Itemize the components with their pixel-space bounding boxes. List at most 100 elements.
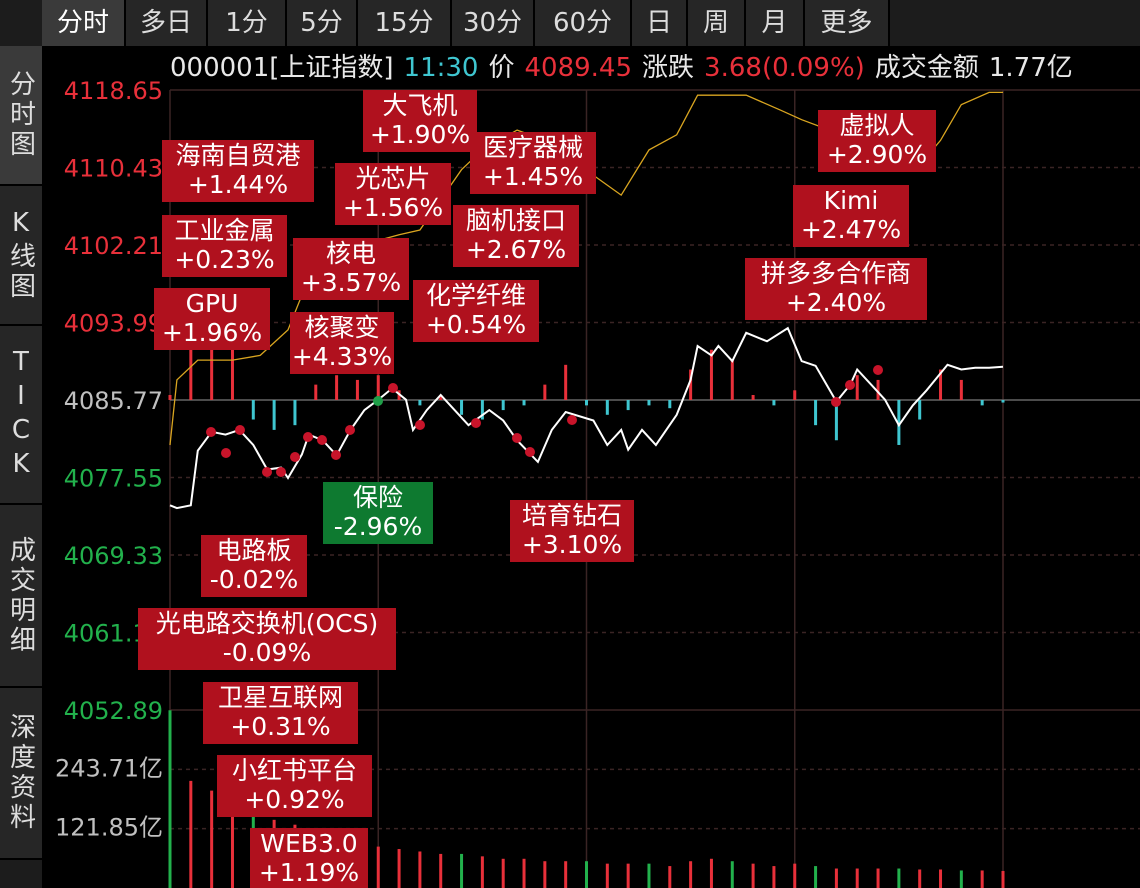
annotation-box — [217, 755, 372, 817]
side-tab[interactable]: K线图 — [0, 186, 42, 326]
annotation: 保险-2.96% — [323, 482, 433, 544]
annotation: 脑机接口+2.67% — [453, 205, 579, 267]
indicator-bar — [959, 379, 963, 400]
period-tab[interactable]: 5分 — [287, 0, 358, 46]
annotation-dot — [303, 432, 313, 442]
volume-bar — [939, 869, 943, 888]
annotation: 海南自贸港+1.44% — [162, 140, 314, 202]
indicator-bar — [834, 400, 838, 441]
volume-bar — [397, 849, 401, 888]
annotation: 核聚变+4.33% — [290, 312, 394, 374]
indicator-bar — [335, 375, 339, 400]
annotation-dot — [525, 447, 535, 457]
volume-bar — [189, 780, 193, 888]
annotation-dot — [471, 418, 481, 428]
indicator-bar — [376, 375, 380, 400]
y-tick-label: 4093.99 — [64, 310, 163, 338]
volume-bar — [480, 856, 484, 888]
annotation-name: 脑机接口 — [466, 206, 566, 235]
period-tab[interactable]: 分时 — [42, 0, 126, 46]
annotation-box — [201, 535, 307, 597]
volume-bar — [168, 710, 172, 888]
annotation-dot — [345, 425, 355, 435]
amount: 1.77亿 — [988, 53, 1073, 83]
volume-bar — [564, 861, 568, 888]
annotation: GPU+1.96% — [154, 288, 270, 350]
period-tab[interactable]: 15分 — [358, 0, 452, 46]
annotation-dot — [373, 396, 383, 406]
indicator-bar — [439, 395, 443, 400]
annotation-dot — [415, 420, 425, 430]
volume-bar — [1001, 870, 1005, 888]
side-tab[interactable]: 深度资料 — [0, 688, 42, 860]
indicator-bar — [543, 384, 547, 400]
annotation-box — [203, 682, 358, 744]
volume-bar — [647, 863, 651, 888]
period-tab[interactable]: 30分 — [452, 0, 535, 46]
indicator-bar — [480, 400, 484, 420]
volume-bar — [605, 863, 609, 888]
side-tab[interactable]: TICK — [0, 326, 42, 505]
indicator-bar — [980, 400, 984, 406]
volume-bar — [897, 868, 901, 888]
indicator-bar — [855, 375, 859, 400]
side-tab[interactable]: 成交明细 — [0, 505, 42, 688]
annotation: 拼多多合作商+2.40% — [745, 258, 927, 320]
annotation-dot — [873, 365, 883, 375]
period-tab[interactable]: 60分 — [535, 0, 632, 46]
change: 3.68(0.09%) — [704, 53, 865, 83]
annotation: 小红书平台+0.92% — [217, 755, 372, 817]
period-tab[interactable]: 月 — [746, 0, 805, 46]
annotation-name: 海南自贸港 — [175, 141, 300, 170]
volume-bar — [855, 868, 859, 888]
annotation-box — [413, 280, 539, 342]
change-label: 涨跌 — [642, 53, 695, 83]
annotation-dot — [845, 380, 855, 390]
annotation-dot — [290, 452, 300, 462]
y-tick-label: 4077.55 — [64, 465, 163, 493]
volume-bar — [980, 870, 984, 888]
annotation-name: 拼多多合作商 — [761, 259, 911, 288]
volume-bar — [689, 861, 693, 888]
annotation-dot — [567, 415, 577, 425]
time: 11:30 — [403, 53, 479, 83]
annotation-dot — [831, 397, 841, 407]
annotation-name: 核电 — [326, 239, 376, 268]
annotation-change: +1.56% — [343, 193, 443, 222]
index-code: 000001[上证指数] — [170, 53, 394, 83]
annotation-box — [453, 205, 579, 267]
annotation-change: +4.33% — [292, 342, 392, 371]
annotation-name: 保险 — [353, 483, 403, 512]
indicator-bar — [522, 400, 526, 406]
annotation-name: GPU — [186, 289, 239, 318]
indicator-bar — [460, 400, 464, 415]
volume-bar — [522, 858, 526, 888]
indicator-bar — [272, 400, 276, 430]
side-tabs: 分时图 K线图 TICK 成交明细 深度资料 — [0, 46, 42, 888]
volume-bar — [626, 863, 630, 888]
indicator-bar — [418, 400, 422, 406]
price-line — [169, 326, 1004, 510]
annotation-box — [793, 185, 909, 247]
indicator-bar — [501, 400, 505, 411]
volume-bar — [501, 858, 505, 888]
annotation-change: +2.47% — [801, 215, 901, 244]
period-tab[interactable]: 多日 — [126, 0, 208, 46]
period-tab[interactable]: 周 — [688, 0, 746, 46]
indicator-bar — [355, 379, 359, 400]
volume-bar — [814, 866, 818, 888]
indicator-bar — [1001, 400, 1005, 403]
period-tab[interactable]: 更多 — [805, 0, 890, 46]
annotation-box — [293, 238, 409, 300]
period-tab[interactable]: 1分 — [208, 0, 287, 46]
period-tab[interactable]: 日 — [632, 0, 688, 46]
annotation: 光芯片+1.56% — [335, 163, 451, 225]
annotation-name: 光电路交换机(OCS) — [156, 609, 379, 638]
indicator-bar — [939, 369, 943, 400]
annotation-name: 卫星互联网 — [218, 683, 343, 712]
volume-bar — [876, 868, 880, 888]
indicator-bar — [564, 364, 568, 400]
side-tab[interactable]: 分时图 — [0, 46, 42, 186]
indicator-bar — [251, 400, 255, 420]
